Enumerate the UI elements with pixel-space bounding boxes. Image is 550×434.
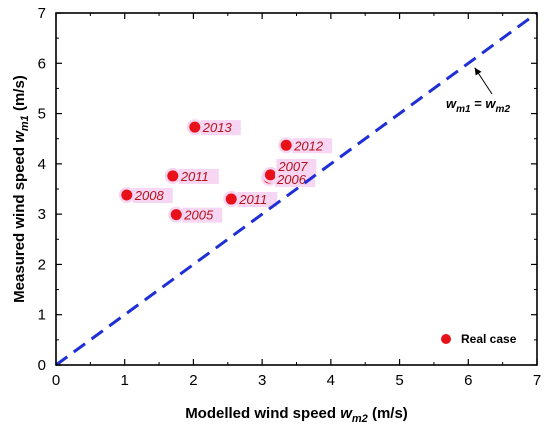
data-label-highlight: [178, 168, 219, 184]
ticks-layer: 0 1 2 3 4 5 6 7 0 1 2 3 4 5 6 7: [38, 5, 542, 389]
x-tick-label: 4: [327, 372, 335, 389]
y-tick-label: 5: [38, 106, 46, 123]
y-tick-label: 7: [38, 5, 46, 22]
x-tick-label: 1: [121, 372, 129, 389]
reference-line: [55, 11, 538, 367]
annotation-arrow-head: [474, 67, 482, 76]
y-tick-label: 2: [38, 256, 46, 273]
data-label: 2006: [276, 172, 307, 187]
data-label: 2012: [293, 138, 324, 153]
y-axis-label: Measured wind speed wm1 (m/s): [11, 75, 31, 303]
reference-line-annotation: wm1 = wm2: [446, 67, 510, 115]
data-label: 2005: [183, 208, 214, 223]
data-label-highlight: [237, 192, 278, 208]
data-label: 2011: [180, 169, 209, 184]
reference-line-label: wm1 = wm2: [446, 96, 510, 115]
data-point: [189, 121, 201, 133]
data-point: [264, 169, 276, 181]
x-tick-label: 7: [533, 372, 541, 389]
x-tick-label: 0: [52, 372, 60, 389]
data-label: 2007: [277, 159, 308, 174]
data-label: 2008: [134, 188, 165, 203]
data-point: [121, 189, 133, 201]
y-tick-label: 0: [38, 357, 46, 374]
data-point: [170, 209, 182, 221]
legend: Real case: [441, 332, 517, 346]
x-tick-label: 2: [189, 372, 197, 389]
data-points-layer: [118, 119, 295, 223]
data-label-highlight: [276, 158, 317, 174]
x-axis-label: Modelled wind speed wm2 (m/s): [185, 405, 408, 425]
y-tick-label: 6: [38, 55, 46, 72]
data-point: [280, 139, 292, 151]
data-label: 2013: [202, 120, 233, 135]
legend-label: Real case: [461, 332, 517, 346]
y-tick-label: 1: [38, 307, 46, 324]
x-tick-label: 6: [464, 372, 472, 389]
data-label-highlight: [132, 188, 173, 204]
y-tick-label: 4: [38, 156, 46, 173]
x-tick-label: 5: [395, 372, 403, 389]
y-tick-label: 3: [38, 206, 46, 223]
data-label-highlight: [292, 138, 333, 154]
legend-marker: [441, 334, 451, 344]
data-label-highlight: [200, 120, 241, 136]
data-point: [167, 170, 179, 182]
data-label-highlight: [182, 207, 223, 223]
x-tick-label: 3: [258, 372, 266, 389]
data-point: [225, 193, 237, 205]
data-label: 2011: [238, 192, 267, 207]
